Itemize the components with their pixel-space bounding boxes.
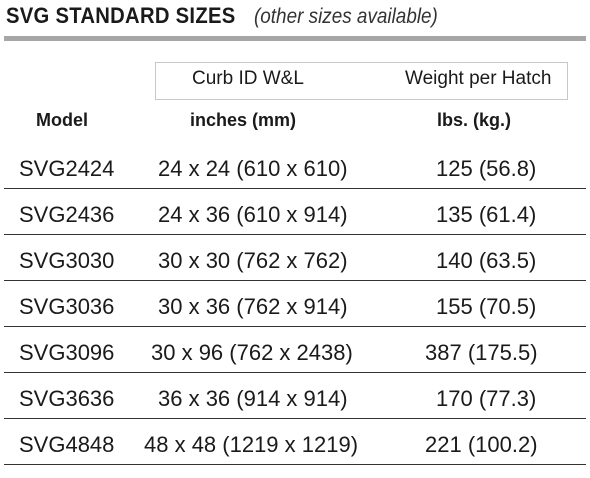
- model-cell: SVG3636: [19, 386, 115, 411]
- curb-cell: 24 x 36 (610 x 914): [158, 202, 348, 227]
- model-cell: SVG3096: [19, 340, 115, 365]
- weight-cell: 140 (63.5): [436, 248, 537, 273]
- row-divider: [4, 464, 586, 465]
- table-row: SVG2436 24 x 36 (610 x 914) 135 (61.4): [0, 196, 590, 242]
- header-box: [155, 62, 568, 100]
- row-divider: [4, 372, 586, 373]
- weight-cell: 135 (61.4): [436, 202, 537, 227]
- weight-cell: 155 (70.5): [436, 294, 537, 319]
- row-divider: [4, 234, 586, 235]
- table-row: SVG3030 30 x 30 (762 x 762) 140 (63.5): [0, 242, 590, 288]
- curb-cell: 30 x 30 (762 x 762): [158, 248, 348, 273]
- header-curb-id: Curb ID W&L: [192, 68, 304, 89]
- row-divider: [4, 326, 586, 327]
- weight-cell: 125 (56.8): [436, 156, 537, 181]
- model-cell: SVG4848: [19, 432, 115, 457]
- row-divider: [4, 188, 586, 189]
- header-curb-units: inches (mm): [190, 110, 297, 130]
- table-row: SVG3636 36 x 36 (914 x 914) 170 (77.3): [0, 380, 590, 426]
- curb-cell: 30 x 36 (762 x 914): [158, 294, 348, 319]
- header-weight: Weight per Hatch: [405, 68, 552, 89]
- title-text: SVG STANDARD SIZES: [6, 3, 236, 28]
- curb-cell: 36 x 36 (914 x 914): [158, 386, 348, 411]
- model-cell: SVG3030: [19, 248, 115, 273]
- table-row: SVG3096 30 x 96 (762 x 2438) 387 (175.5): [0, 334, 590, 380]
- weight-cell: 221 (100.2): [425, 432, 538, 457]
- model-cell: SVG2424: [19, 156, 115, 181]
- curb-cell: 30 x 96 (762 x 2438): [151, 340, 353, 365]
- table-row: SVG4848 48 x 48 (1219 x 1219) 221 (100.2…: [0, 426, 590, 472]
- model-cell: SVG3036: [19, 294, 115, 319]
- curb-cell: 48 x 48 (1219 x 1219): [144, 432, 359, 457]
- table-row: SVG2424 24 x 24 (610 x 610) 125 (56.8): [0, 150, 590, 196]
- header-weight-units: lbs. (kg.): [437, 110, 512, 130]
- row-divider: [4, 418, 586, 419]
- curb-cell: 24 x 24 (610 x 610): [158, 156, 348, 181]
- table-row: SVG3036 30 x 36 (762 x 914) 155 (70.5): [0, 288, 590, 334]
- title-underline: [4, 36, 586, 41]
- table-title: SVG STANDARD SIZES (other sizes availabl…: [6, 3, 458, 37]
- subtitle-text: (other sizes available): [253, 5, 438, 28]
- weight-cell: 387 (175.5): [425, 340, 538, 365]
- weight-cell: 170 (77.3): [436, 386, 537, 411]
- model-cell: SVG2436: [19, 202, 115, 227]
- row-divider: [4, 280, 586, 281]
- header-model: Model: [36, 110, 88, 130]
